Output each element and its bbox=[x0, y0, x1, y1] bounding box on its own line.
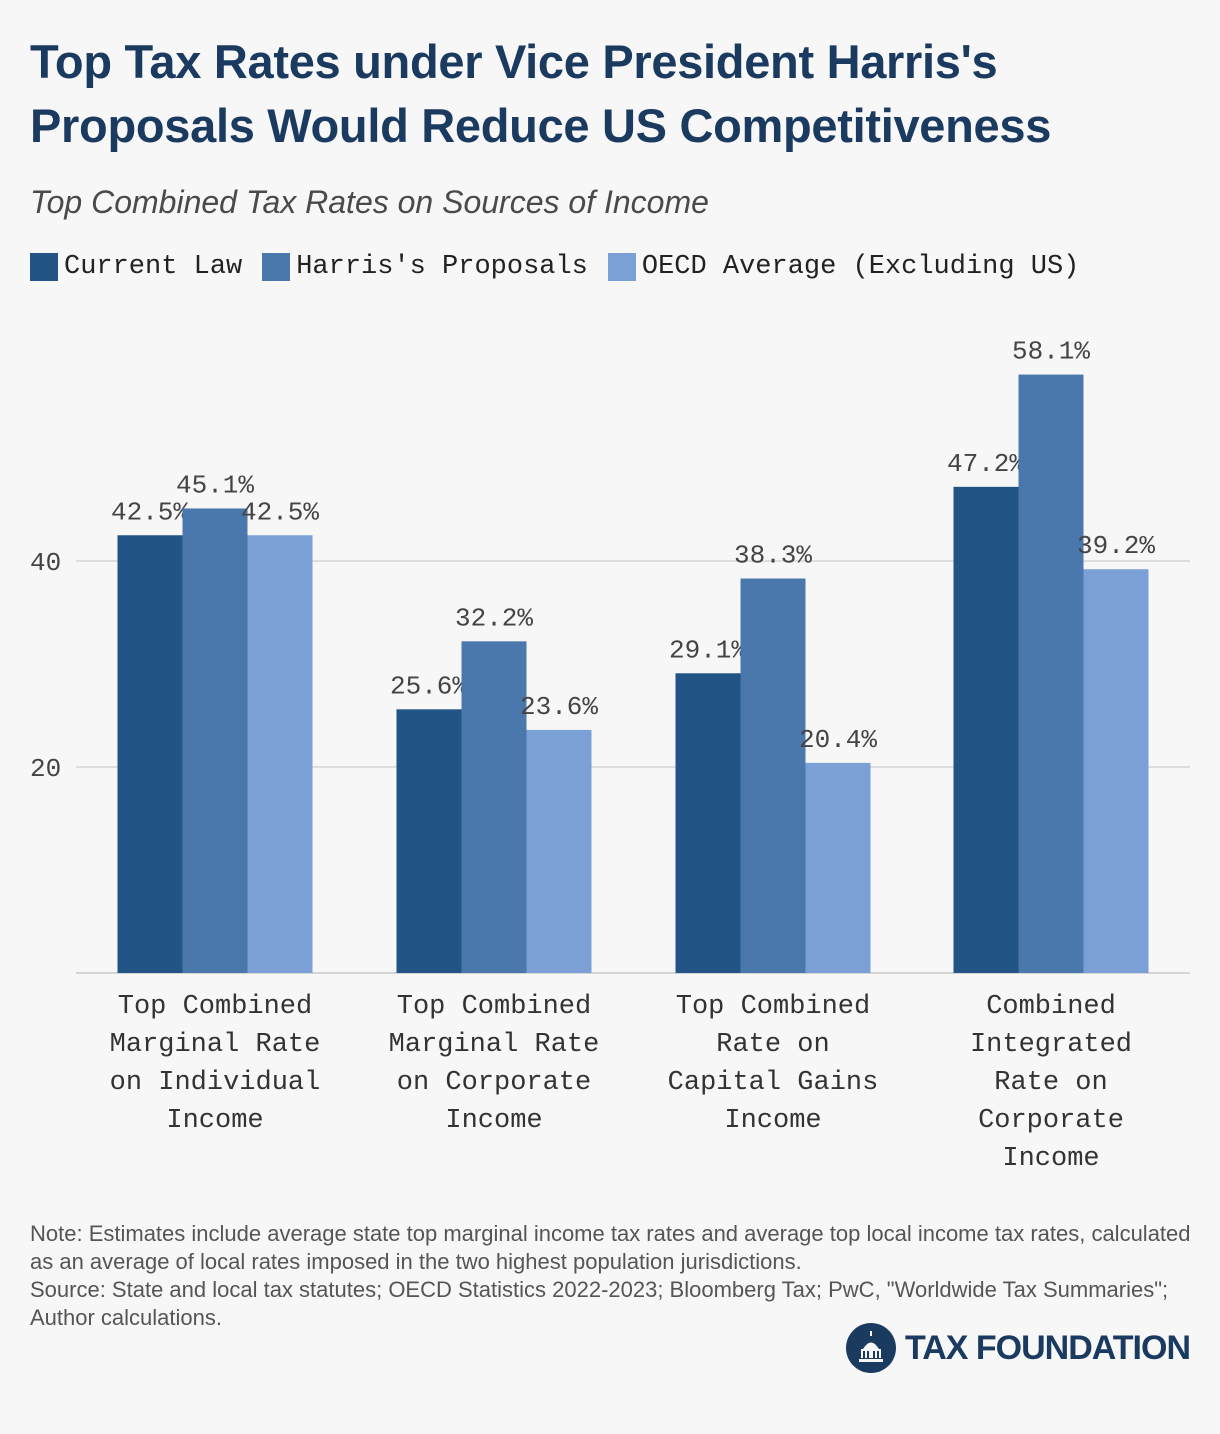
legend-item-current-law: Current Law bbox=[30, 252, 242, 282]
x-tick-label-0-1: Marginal Rate bbox=[110, 1030, 321, 1060]
legend-swatch-oecd-average bbox=[607, 253, 636, 281]
bar-3-1 bbox=[1018, 374, 1084, 973]
bar-0-0 bbox=[117, 535, 183, 973]
x-tick-label-1-1: Marginal Rate bbox=[389, 1030, 600, 1060]
legend-swatch-current-law bbox=[30, 253, 58, 281]
data-label-0-0: 42.5% bbox=[111, 497, 189, 527]
source-text: Source: State and local tax statutes; OE… bbox=[30, 1277, 1169, 1330]
legend-label-harris-proposals: Harris's Proposals bbox=[296, 252, 588, 282]
x-tick-label-0-3: Income bbox=[166, 1106, 263, 1136]
bar-0-1 bbox=[182, 508, 248, 973]
x-tick-label-1-2: on Corporate bbox=[397, 1068, 591, 1098]
y-tick-label-20: 20 bbox=[30, 754, 61, 784]
x-tick-label-3-0: Combined bbox=[986, 992, 1116, 1022]
bar-1-2 bbox=[526, 729, 592, 973]
data-label-0-2: 42.5% bbox=[241, 497, 319, 527]
legend: Current Law Harris's Proposals OECD Aver… bbox=[30, 252, 1099, 282]
legend-item-oecd-average: OECD Average (Excluding US) bbox=[607, 252, 1080, 282]
bar-0-2 bbox=[247, 535, 313, 973]
data-label-1-2: 23.6% bbox=[520, 692, 598, 722]
chart-title: Top Tax Rates under Vice President Harri… bbox=[30, 35, 1052, 152]
bar-1-0 bbox=[396, 709, 462, 973]
x-tick-label-3-3: Corporate bbox=[978, 1106, 1124, 1136]
chart-subtitle: Top Combined Tax Rates on Sources of Inc… bbox=[30, 184, 709, 220]
legend-label-oecd-average: OECD Average (Excluding US) bbox=[641, 252, 1080, 282]
x-tick-label-3-1: Integrated bbox=[970, 1030, 1132, 1060]
x-tick-label-2-2: Capital Gains bbox=[668, 1068, 879, 1098]
x-tick-label-1-0: Top Combined bbox=[397, 992, 591, 1022]
bar-2-0 bbox=[675, 673, 741, 973]
bar-3-0 bbox=[953, 486, 1019, 973]
note-text: Note: Estimates include average state to… bbox=[30, 1221, 1191, 1274]
x-tick-label-0-2: on Individual bbox=[110, 1068, 321, 1098]
data-label-3-1: 58.1% bbox=[1012, 337, 1090, 367]
data-label-0-1: 45.1% bbox=[176, 470, 254, 500]
x-tick-label-0-0: Top Combined bbox=[118, 992, 312, 1022]
data-label-2-2: 20.4% bbox=[799, 725, 877, 755]
data-label-2-0: 29.1% bbox=[669, 635, 747, 665]
legend-swatch-harris-proposals bbox=[262, 253, 291, 281]
legend-item-harris-proposals: Harris's Proposals bbox=[262, 252, 588, 282]
bar-2-1 bbox=[740, 578, 806, 973]
legend-label-current-law: Current Law bbox=[64, 252, 243, 282]
x-tick-label-2-3: Income bbox=[724, 1106, 821, 1136]
data-label-3-0: 47.2% bbox=[947, 449, 1025, 479]
data-label-3-2: 39.2% bbox=[1077, 531, 1155, 561]
y-tick-label-40: 40 bbox=[30, 548, 61, 578]
data-label-1-0: 25.6% bbox=[390, 671, 468, 701]
data-label-1-1: 32.2% bbox=[455, 603, 533, 633]
bar-chart: 20 40 42.5%45.1%42.5% Top Combined Marginal … bbox=[30, 337, 1190, 1174]
bar-2-2 bbox=[805, 762, 871, 973]
footnote: Note: Estimates include average state to… bbox=[30, 1220, 1200, 1332]
x-tick-label-2-1: Rate on bbox=[716, 1030, 829, 1060]
brand-name: TAX FOUNDATION bbox=[904, 1328, 1191, 1367]
brand-logo[interactable]: TAX FOUNDATION bbox=[845, 1322, 1191, 1374]
x-tick-label-3-2: Rate on bbox=[994, 1068, 1107, 1098]
capitol-dome-icon bbox=[845, 1323, 896, 1373]
x-tick-label-2-0: Top Combined bbox=[676, 992, 870, 1022]
bar-3-2 bbox=[1083, 569, 1149, 973]
data-label-2-1: 38.3% bbox=[734, 541, 812, 571]
x-tick-label-1-3: Income bbox=[445, 1106, 542, 1136]
x-tick-label-3-4: Income bbox=[1002, 1144, 1099, 1174]
bar-1-1 bbox=[461, 641, 527, 973]
